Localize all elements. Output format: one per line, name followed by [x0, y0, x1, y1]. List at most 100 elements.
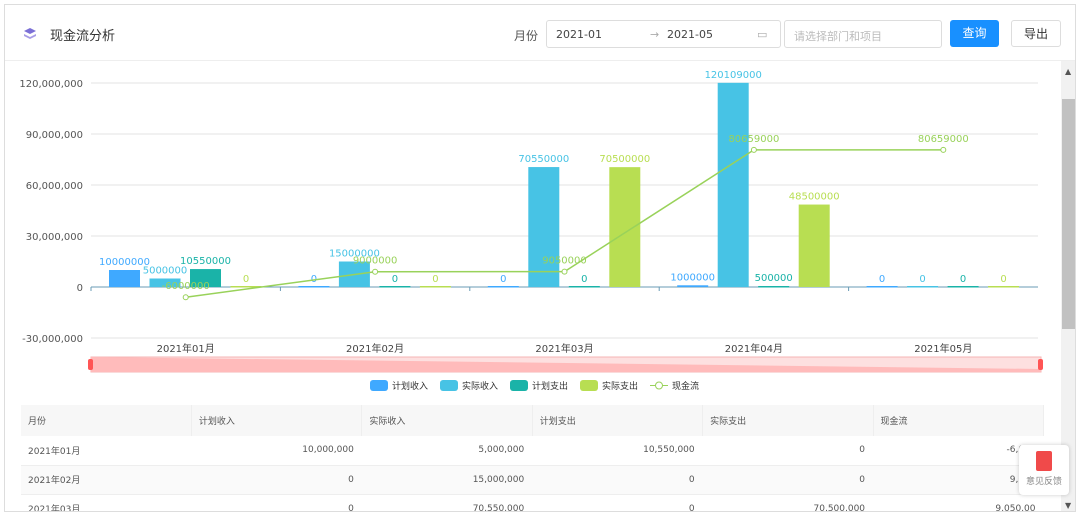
bar-实际收入	[717, 82, 749, 287]
table-cell: 15,000,000	[361, 465, 533, 495]
y-tick-label: 60,000,000	[26, 181, 83, 192]
table-cell: 2021年02月	[21, 465, 192, 495]
legend-item: 实际收入	[462, 380, 498, 392]
data-label: 5000000	[143, 266, 188, 277]
cashflow-panel: 现金流分析 月份 2021-01 → 2021-05 ▭ 请选择部门和项目 查询…	[4, 4, 1076, 512]
column-header[interactable]: 实际支出	[702, 405, 874, 436]
table-cell: 0	[532, 465, 703, 495]
header: 现金流分析 月份 2021-01 → 2021-05 ▭ 请选择部门和项目 查询…	[5, 5, 1075, 61]
scroll-up-icon[interactable]: ▲	[1065, 67, 1072, 76]
dept-project-select[interactable]: 请选择部门和项目	[784, 20, 942, 48]
bar-实际支出	[230, 286, 262, 288]
data-label: 70500000	[599, 154, 650, 165]
cashflow-chart: 120,000,000 90,000,000 60,000,000 30,000,00…	[19, 70, 1043, 392]
data-label: 1000000	[670, 272, 715, 283]
table-cell: 9,050,00	[873, 494, 1044, 511]
table-cell: 0	[702, 436, 874, 466]
data-label: 15000000	[329, 249, 380, 260]
table-cell: 70,500,000	[702, 494, 874, 511]
table-row: 2021年01月10,000,0005,000,00010,550,0000-6…	[21, 436, 1044, 466]
x-tick-label: 2021年01月	[157, 342, 215, 355]
bar-实际支出	[419, 286, 451, 288]
vertical-scrollbar[interactable]: ▲ ▼	[1061, 61, 1075, 511]
column-header[interactable]: 计划收入	[191, 405, 363, 436]
table-cell: -6,000	[873, 436, 1044, 466]
table-cell: 5,000,000	[361, 436, 533, 466]
start-month[interactable]: 2021-01	[556, 28, 602, 41]
data-zoom-shadow	[91, 357, 1041, 372]
bar-计划收入	[298, 286, 330, 288]
table-cell: 10,550,000	[532, 436, 703, 466]
y-tick-label: 120,000,000	[19, 79, 83, 90]
legend-marker	[655, 381, 663, 390]
end-month[interactable]: 2021-05	[667, 28, 713, 41]
data-zoom-handle-left	[88, 359, 93, 370]
legend-swatch	[510, 380, 528, 391]
table-cell: 70,550,000	[361, 494, 533, 511]
table-cell: 0	[532, 494, 703, 511]
column-header[interactable]: 月份	[21, 405, 192, 436]
data-label: 0	[581, 274, 587, 285]
bar-计划收入	[109, 270, 140, 287]
range-arrow: →	[650, 28, 660, 41]
legend-item: 现金流	[672, 380, 699, 392]
cashflow-point	[182, 294, 189, 301]
data-label: 120109000	[705, 70, 762, 81]
data-label: 80659000	[728, 134, 779, 145]
column-header[interactable]: 实际收入	[361, 405, 533, 436]
y-tick-label: -30,000,000	[22, 334, 83, 345]
scrollbar-thumb[interactable]	[1062, 99, 1075, 329]
data-label: 500000	[755, 273, 793, 284]
table-cell: 0	[191, 494, 362, 511]
bar-计划支出	[758, 286, 790, 288]
bar-实际支出	[609, 167, 641, 287]
cashflow-point	[561, 268, 568, 275]
data-label: 48500000	[789, 192, 840, 203]
data-label: 10550000	[180, 256, 231, 267]
cashflow-point	[750, 146, 757, 153]
bar-计划收入	[487, 286, 519, 288]
bar-计划支出	[379, 286, 411, 288]
cashflow-point	[372, 268, 379, 275]
bar-计划收入	[866, 286, 898, 288]
data-label: 0	[392, 274, 398, 285]
data-label: 0	[960, 274, 966, 285]
y-tick-label: 0	[77, 283, 83, 294]
data-label: 80659000	[918, 134, 969, 145]
legend-item: 计划支出	[532, 380, 568, 392]
cashflow-point	[940, 146, 947, 153]
feedback-button[interactable]: 意见反馈	[1019, 445, 1069, 495]
query-button[interactable]: 查询	[950, 20, 999, 47]
legend-item: 计划收入	[392, 380, 428, 392]
data-label: -6000000	[162, 281, 210, 292]
column-header[interactable]: 现金流	[873, 405, 1045, 436]
table-cell: 0	[191, 465, 362, 495]
table-cell: 2021年01月	[21, 436, 192, 466]
data-label: 9000000	[353, 256, 398, 267]
scroll-down-icon[interactable]: ▼	[1065, 501, 1072, 510]
bar-计划收入	[677, 285, 709, 287]
feedback-icon	[1036, 451, 1052, 471]
legend-item: 实际支出	[602, 380, 638, 392]
table-cell: 0	[702, 465, 874, 495]
data-label: 0	[500, 274, 506, 285]
x-tick-label: 2021年02月	[346, 342, 404, 355]
bar-实际收入	[528, 167, 560, 287]
export-button[interactable]: 导出	[1011, 20, 1061, 47]
data-label: 0	[919, 274, 925, 285]
bar-实际收入	[907, 286, 939, 288]
table-cell: 9,000	[873, 465, 1044, 495]
calendar-icon: ▭	[757, 28, 768, 41]
data-label: 0	[243, 274, 249, 285]
x-tick-label: 2021年04月	[725, 342, 783, 355]
data-label: 0	[432, 274, 438, 285]
y-tick-label: 30,000,000	[26, 232, 83, 243]
month-label: 月份	[514, 29, 539, 43]
x-tick-label: 2021年03月	[535, 342, 593, 355]
column-header[interactable]: 计划支出	[532, 405, 704, 436]
bar-计划支出	[568, 286, 600, 288]
bar-计划支出	[947, 286, 979, 288]
month-range-picker[interactable]: 2021-01 → 2021-05 ▭	[546, 20, 781, 48]
data-label: 0	[879, 274, 885, 285]
